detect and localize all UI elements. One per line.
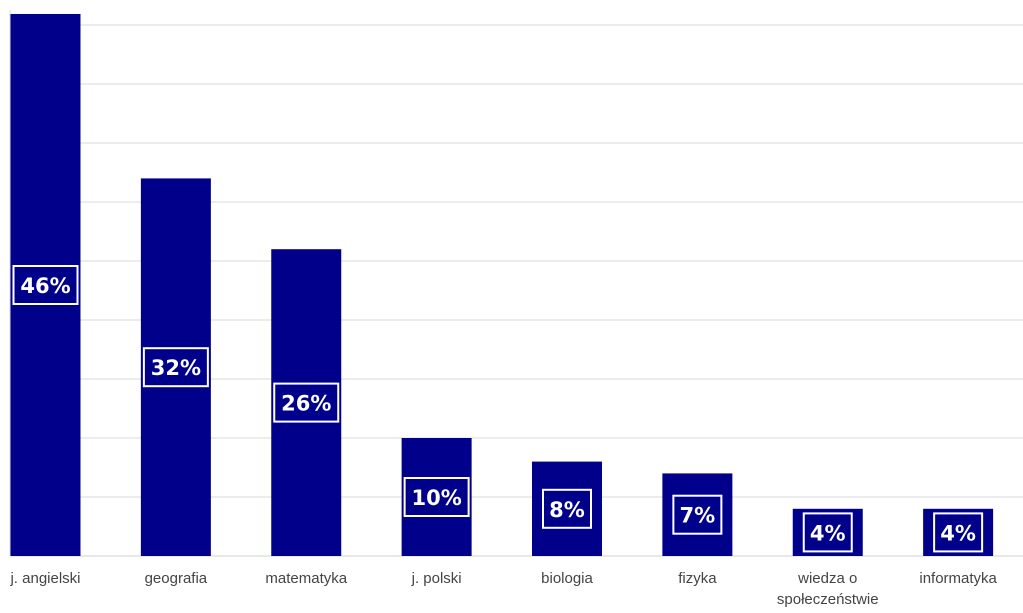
category-label: fizyka [678,570,717,587]
data-label: 26% [281,392,331,416]
data-label: 4% [940,521,976,545]
data-label-box [273,382,340,423]
bar [401,438,472,556]
category-label: biologia [541,570,593,587]
category-labels: j. angielski geografia matematyka j. polski… [9,570,997,608]
category-label: matematyka [265,570,347,587]
data-label-box [142,347,209,388]
data-label-box [802,512,853,553]
data-label-box [933,512,984,553]
bar [140,178,211,556]
category-label: geografia [145,570,208,587]
data-label-box [12,265,79,305]
data-label: 46% [20,274,70,298]
data-label: 32% [151,356,201,380]
category-label: wiedza o [797,570,857,587]
category-label: j. angielski [9,570,80,587]
data-label: 10% [411,486,461,510]
data-label-box [672,494,723,535]
data-label-box [542,488,592,529]
bar [10,14,81,556]
bar [271,249,342,556]
category-label: informatyka [919,570,997,587]
bars: 46% 32% 26% 10% 8% 7% 4% 4% [10,14,994,556]
data-label: 8% [549,498,585,522]
data-label: 4% [810,521,846,545]
data-label-box [403,477,470,517]
category-label: j. polski [411,570,462,587]
category-label: społeczeństwie [777,591,879,608]
data-label: 7% [680,504,716,528]
